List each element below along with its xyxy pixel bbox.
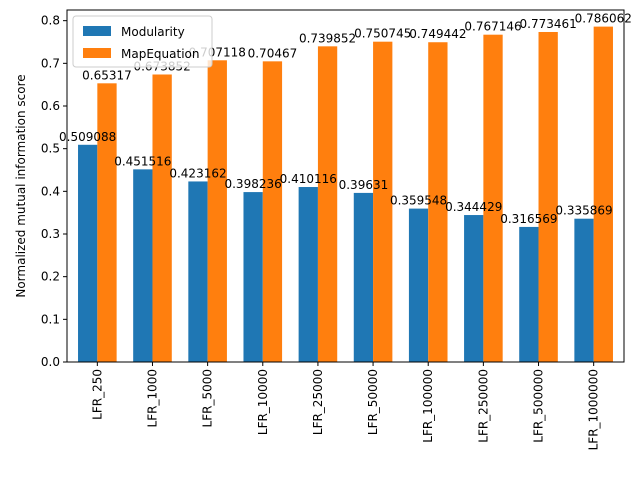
data-label-modularity: 0.410116: [280, 172, 337, 186]
data-label-mapequation: 0.749442: [409, 27, 466, 41]
legend-swatch-modularity: [83, 26, 111, 36]
bar-mapequation-lfr-250000: [483, 34, 503, 362]
bar-modularity-lfr-100000: [408, 208, 429, 362]
bar-mapequation-lfr-25000: [317, 46, 338, 363]
bar-modularity-lfr-10000: [243, 192, 263, 362]
data-label-modularity: 0.335869: [555, 204, 612, 218]
bar-modularity-lfr-5000: [188, 181, 208, 362]
data-label-modularity: 0.316569: [500, 212, 557, 226]
bars-layer: [78, 26, 613, 363]
x-tick-label: LFR_100000: [421, 369, 435, 443]
legend-label-modularity: Modularity: [121, 25, 185, 39]
bar-mapequation-lfr-50000: [373, 41, 393, 363]
data-label-mapequation: 0.739852: [299, 31, 356, 45]
bar-modularity-lfr-250000: [464, 215, 484, 362]
data-label-mapequation: 0.786062: [575, 12, 632, 26]
y-tick-label: 0.5: [41, 142, 60, 156]
data-label-modularity: 0.509088: [59, 130, 116, 144]
x-tick-label: LFR_50000: [366, 369, 380, 435]
bar-modularity-lfr-50000: [353, 192, 374, 362]
x-tick-label: LFR_25000: [311, 369, 325, 435]
bar-mapequation-lfr-250: [97, 83, 117, 362]
bar-mapequation-lfr-500000: [538, 31, 558, 363]
legend: Modularity MapEquation: [72, 15, 213, 68]
data-label-mapequation: 0.767146: [464, 20, 521, 34]
bar-modularity-lfr-500000: [519, 226, 539, 362]
data-label-mapequation: 0.65317: [82, 68, 132, 82]
x-tick-label: LFR_1000000: [587, 369, 601, 450]
data-label-modularity: 0.398236: [224, 177, 281, 191]
y-tick-label: 0.3: [41, 227, 60, 241]
bar-mapequation-lfr-10000: [262, 61, 283, 363]
x-tick-label: LFR_1000: [145, 369, 159, 427]
y-axis-label: Normalized mutual information score: [14, 74, 28, 297]
data-label-modularity: 0.39631: [339, 178, 389, 192]
bar-mapequation-lfr-5000: [207, 60, 227, 362]
data-label-mapequation: 0.773461: [520, 17, 577, 31]
legend-label-mapequation: MapEquation: [121, 47, 199, 61]
y-tick-label: 0.6: [41, 99, 60, 113]
x-tick-label: LFR_500000: [532, 369, 546, 443]
plot-frame: [66, 9, 625, 363]
y-tick-label: 0.4: [41, 184, 60, 198]
bar-modularity-lfr-1000000: [574, 218, 594, 362]
bar-mapequation-lfr-100000: [428, 42, 448, 363]
bar-mapequation-lfr-1000: [152, 74, 172, 363]
y-tick-label: 0.7: [41, 56, 60, 70]
x-tick-label: LFR_250: [90, 369, 104, 420]
y-axis: 0.0 0.1 0.2 0.3 0.4 0.5 0.6 0.7 0.8: [41, 14, 67, 369]
data-label-modularity: 0.423162: [169, 166, 226, 180]
bar-mapequation-lfr-1000000: [593, 26, 613, 362]
x-tick-label: LFR_5000: [201, 369, 215, 427]
data-label-modularity: 0.344429: [445, 200, 502, 214]
x-axis: LFR_250 LFR_1000 LFR_5000 LFR_10000 LFR_2500…: [90, 362, 601, 450]
legend-swatch-mapequation: [83, 48, 111, 58]
y-tick-label: 0.1: [41, 312, 60, 326]
bar-modularity-lfr-250: [78, 144, 98, 362]
data-label-modularity: 0.359548: [390, 194, 447, 208]
data-label-modularity: 0.451516: [114, 154, 171, 168]
x-tick-label: LFR_10000: [256, 369, 270, 435]
bar-modularity-lfr-1000: [133, 169, 153, 362]
data-label-mapequation: 0.750745: [354, 27, 411, 41]
bar-modularity-lfr-25000: [298, 187, 318, 362]
data-label-mapequation: 0.70467: [248, 46, 298, 60]
y-tick-label: 0.2: [41, 270, 60, 284]
y-tick-label: 0.0: [41, 355, 60, 369]
x-tick-label: LFR_250000: [476, 369, 490, 443]
y-tick-label: 0.8: [41, 14, 60, 28]
